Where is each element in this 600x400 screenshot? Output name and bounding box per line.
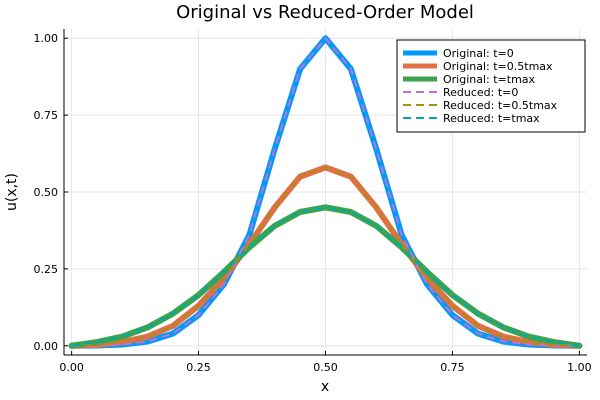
legend-label-0: Original: t=0 [443,47,514,60]
x-tick-label: 0.50 [313,361,338,374]
chart-title: Original vs Reduced-Order Model [176,2,474,23]
ticks: 0.00 0.25 0.50 0.75 1.00 0.00 0.25 0.50 0.75 1.00 [34,32,592,374]
y-tick-label: 0.50 [34,186,59,199]
legend-label-3: Reduced: t=0 [443,86,518,99]
legend-label-2: Original: t=tmax [443,73,536,86]
x-tick-label: 0.00 [59,361,84,374]
y-tick-label: 0.75 [34,109,59,122]
series-line-3 [71,37,580,347]
y-tick-label: 0.00 [34,340,59,353]
x-tick-label: 0.25 [186,361,211,374]
y-tick-label: 1.00 [34,32,59,45]
x-tick-label: 0.75 [440,361,465,374]
series-lines [68,35,583,349]
legend-label-4: Reduced: t=0.5tmax [443,99,558,112]
legend-label-1: Original: t=0.5tmax [443,60,553,73]
y-axis-label: u(x,t) [4,173,20,211]
y-tick-label: 0.25 [34,263,59,276]
legend-label-5: Reduced: t=tmax [443,112,540,125]
x-tick-label: 1.00 [567,361,592,374]
x-axis-label: x [321,379,329,395]
series-line-2 [68,204,583,349]
series-line-4 [71,166,580,347]
